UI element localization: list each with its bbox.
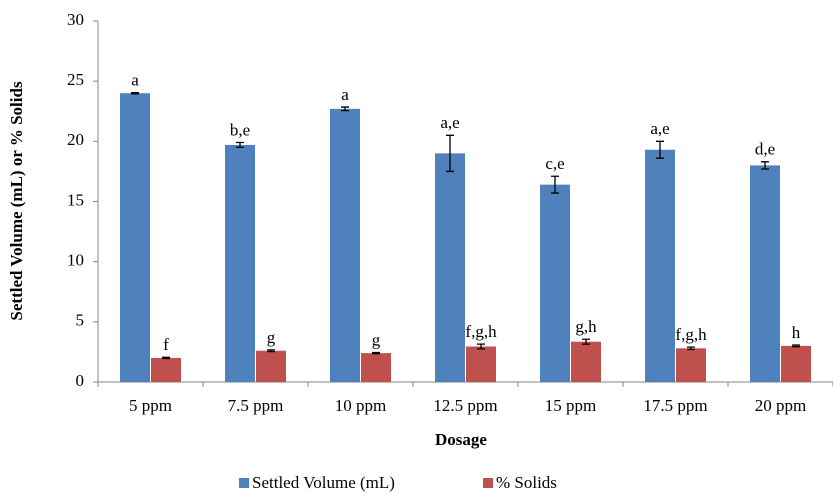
bar-annotation: h [792,323,801,342]
bar [750,165,780,382]
bar [151,357,181,382]
y-tick-label: 10 [67,251,84,270]
bar [330,108,360,383]
bar [571,341,601,382]
bar-annotation: a,e [650,119,669,138]
bar-annotation: d,e [755,140,775,159]
bar [466,346,496,382]
error-bar [162,356,170,360]
bar [645,149,675,382]
legend-swatch [239,478,249,488]
y-tick-label: 5 [76,311,85,330]
bar [676,348,706,382]
legend-swatch [483,478,493,488]
bar [120,93,150,382]
bar [781,345,811,382]
y-tick-label: 30 [67,10,84,29]
error-bar [341,106,349,112]
bar-annotation: f,g,h [465,322,497,341]
bar-annotation: g [372,330,381,349]
error-bar [236,141,244,148]
bar-annotation: f,g,h [675,325,707,344]
bar-annotation: a [131,71,139,90]
bar-annotation: g [267,328,276,347]
bar-annotation: c,e [545,154,564,173]
y-tick-label: 0 [76,371,85,390]
x-axis-label: Dosage [435,430,487,449]
bar [361,353,391,382]
bar [256,350,286,382]
x-tick-label: 17.5 ppm [643,396,707,415]
bar-annotation: g,h [575,317,597,336]
y-tick-label: 25 [67,70,84,89]
error-bar [792,344,800,348]
bar-annotation: a [341,85,349,104]
error-bar [131,91,139,95]
bar-annotation: b,e [230,120,250,139]
x-tick-label: 12.5 ppm [433,396,497,415]
bar [225,144,255,382]
y-tick-label: 20 [67,130,84,149]
y-tick-label: 15 [67,190,84,209]
x-tick-label: 5 ppm [129,396,172,415]
error-bar [656,140,664,159]
y-axis-label: Settled Volume (mL) or % Solids [7,81,26,321]
error-bar [761,161,769,170]
bar-annotation: f [163,335,169,354]
bar-annotation: a,e [440,113,459,132]
legend-label: Settled Volume (mL) [252,473,395,492]
error-bar [687,346,695,351]
error-bar [582,338,590,345]
error-bar [446,134,454,173]
error-bar [551,175,559,194]
legend-label: % Solids [496,473,557,492]
error-bar [477,343,485,350]
x-tick-label: 7.5 ppm [228,396,284,415]
x-tick-label: 10 ppm [335,396,386,415]
bar [435,153,465,382]
error-bar [267,349,275,353]
x-tick-label: 15 ppm [545,396,596,415]
x-tick-label: 20 ppm [755,396,806,415]
error-bar [372,351,380,355]
bar [540,184,570,382]
